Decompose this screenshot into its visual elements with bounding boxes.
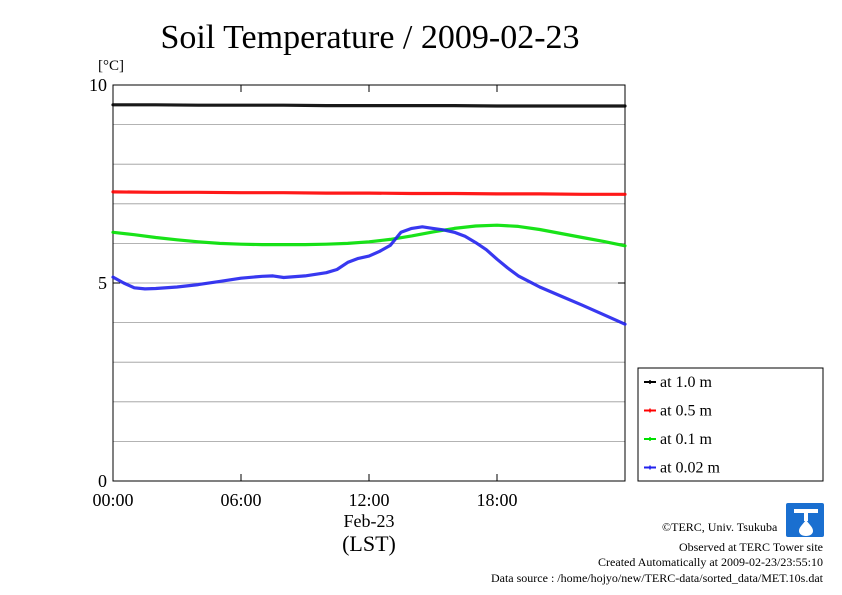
series-line-3 (111, 225, 627, 326)
x-tick-label: 00:00 (92, 490, 133, 510)
credit-data-source: Data source : /home/hojyo/new/TERC-data/… (491, 571, 824, 585)
axis-ticks: 0 5 10 00:00 06:00 12:00 18:00 (89, 75, 625, 510)
credit-copyright: ©TERC, Univ. Tsukuba (662, 520, 778, 534)
legend-label: at 0.02 m (660, 460, 721, 477)
grid-lines (113, 124, 625, 442)
terc-logo-drop-icon (799, 520, 813, 536)
legend-box (637, 367, 824, 482)
legend-label: at 0.1 m (660, 431, 713, 448)
x-axis-date-label: Feb-23 (344, 511, 395, 531)
series-line-1 (111, 190, 627, 196)
y-tick-label: 10 (89, 75, 107, 95)
terc-logo (786, 503, 824, 537)
chart-title: Soil Temperature / 2009-02-23 (160, 19, 579, 56)
x-tick-label: 18:00 (476, 490, 517, 510)
y-axis-unit-label: [°C] (98, 58, 124, 74)
legend-label: at 1.0 m (660, 374, 713, 391)
y-tick-label: 5 (98, 273, 107, 293)
terc-logo-t-shape (794, 509, 818, 521)
credit-created: Created Automatically at 2009-02-23/23:5… (598, 555, 823, 569)
credit-observed: Observed at TERC Tower site (679, 540, 823, 554)
legend-label: at 0.5 m (660, 403, 713, 420)
x-tick-label: 06:00 (220, 490, 261, 510)
series-line-2 (111, 223, 627, 248)
x-tick-label: 12:00 (348, 490, 389, 510)
series-layer (111, 103, 627, 326)
credits-block: ©TERC, Univ. Tsukuba Observed at TERC To… (491, 520, 824, 585)
y-tick-label: 0 (98, 471, 107, 491)
x-axis-timezone-label: (LST) (342, 531, 396, 556)
series-line-0 (111, 103, 627, 108)
legend: at 1.0 m at 0.5 m at 0.1 m at 0.02 m (637, 367, 824, 482)
